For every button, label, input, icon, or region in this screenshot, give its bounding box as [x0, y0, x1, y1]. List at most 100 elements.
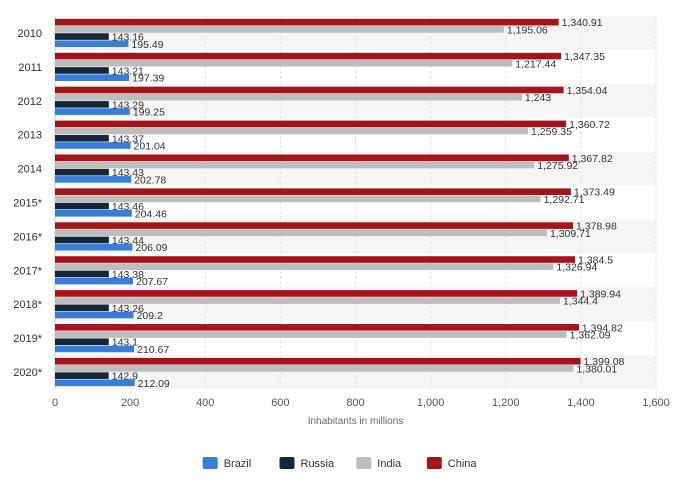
- bar-china[interactable]: [55, 154, 569, 162]
- bar-china[interactable]: [55, 86, 564, 94]
- data-label-india: 1,326.94: [556, 262, 597, 274]
- x-tick-label: 200: [121, 397, 139, 409]
- bar-brazil[interactable]: [55, 142, 131, 149]
- bar-russia[interactable]: [55, 236, 109, 244]
- legend-item-russia[interactable]: Russia: [279, 457, 336, 470]
- bar-brazil[interactable]: [55, 243, 133, 251]
- bar-india[interactable]: [55, 127, 529, 135]
- category-label: 2017*: [13, 265, 42, 277]
- data-label-china: 1,373.49: [574, 187, 615, 199]
- bar-india[interactable]: [55, 26, 504, 33]
- data-label-brazil: 212.09: [138, 378, 170, 390]
- data-label-brazil: 201.04: [134, 140, 166, 152]
- bar-russia[interactable]: [55, 33, 109, 40]
- bar-brazil[interactable]: [55, 311, 134, 319]
- bar-china[interactable]: [55, 120, 567, 128]
- bar-india[interactable]: [55, 195, 541, 203]
- bar-russia[interactable]: [55, 338, 109, 346]
- data-label-russia: 143.29: [112, 99, 144, 111]
- data-label-china: 1,399.08: [584, 356, 625, 368]
- data-label-india: 1,243: [525, 92, 551, 104]
- legend[interactable]: Brazil Russia India China: [202, 457, 478, 470]
- data-label-russia: 143.21: [112, 65, 144, 77]
- data-label-china: 1,360.72: [569, 119, 610, 131]
- bar-india[interactable]: [55, 161, 535, 169]
- data-label-china: 1,389.94: [580, 288, 621, 300]
- data-label-china: 1,378.98: [576, 221, 617, 233]
- category-label: 2020*: [13, 367, 42, 379]
- x-axis-title: Inhabitants in millions: [308, 416, 404, 427]
- bar-china[interactable]: [55, 18, 559, 26]
- x-tick-label: 400: [196, 397, 214, 409]
- bar-russia[interactable]: [55, 67, 109, 74]
- bar-brazil[interactable]: [55, 40, 129, 48]
- bar-china[interactable]: [55, 222, 573, 229]
- bar-brazil[interactable]: [55, 108, 130, 115]
- category-label: 2011: [18, 62, 42, 74]
- bar-china[interactable]: [55, 188, 571, 195]
- data-label-brazil: 210.67: [137, 344, 169, 356]
- legend-item-india[interactable]: India: [356, 457, 402, 470]
- data-label-india: 1,380.01: [576, 363, 617, 375]
- bar-brazil[interactable]: [55, 379, 135, 387]
- data-label-china: 1,384.5: [578, 255, 613, 267]
- legend-item-china[interactable]: China: [426, 457, 478, 470]
- bars: [55, 18, 581, 387]
- bar-russia[interactable]: [55, 134, 109, 142]
- data-label-brazil: 195.49: [131, 39, 163, 51]
- category-label: 2016*: [13, 231, 42, 243]
- legend-swatch: [202, 457, 218, 469]
- data-label-brazil: 202.78: [134, 174, 166, 186]
- bar-brazil[interactable]: [55, 176, 132, 183]
- bar-india[interactable]: [55, 93, 522, 101]
- bar-brazil[interactable]: [55, 277, 134, 285]
- x-tick-label: 1,200: [492, 397, 520, 409]
- bar-russia[interactable]: [55, 101, 109, 108]
- bar-russia[interactable]: [55, 372, 109, 379]
- data-label-russia: 143.37: [112, 133, 144, 145]
- data-label-india: 1,259.35: [531, 126, 572, 138]
- bar-china[interactable]: [55, 357, 581, 365]
- data-label-russia: 143.16: [112, 32, 144, 44]
- x-tick-label: 0: [52, 397, 58, 409]
- data-label-brazil: 207.67: [136, 276, 168, 288]
- data-label-russia: 143.43: [112, 167, 144, 179]
- bar-russia[interactable]: [55, 168, 109, 176]
- legend-item-brazil[interactable]: Brazil: [202, 457, 252, 470]
- x-tick-label: 800: [346, 397, 364, 409]
- data-label-russia: 143.1: [112, 337, 138, 349]
- data-label-russia: 142.9: [112, 371, 138, 383]
- bar-india[interactable]: [55, 365, 574, 372]
- x-axis-ticks: 0 200 400 600 800 1,000 1,200 1,400 1,600: [52, 397, 670, 409]
- category-label: 2018*: [13, 299, 42, 311]
- category-label: 2015*: [13, 198, 42, 210]
- bar-china[interactable]: [55, 52, 562, 60]
- x-tick-label: 1,000: [417, 397, 445, 409]
- bar-india[interactable]: [55, 229, 547, 237]
- bar-india[interactable]: [55, 297, 560, 304]
- legend-swatch: [426, 457, 442, 469]
- data-label-russia: 143.44: [112, 235, 144, 247]
- bar-russia[interactable]: [55, 202, 109, 210]
- bar-brazil[interactable]: [55, 74, 130, 81]
- legend-swatch: [356, 457, 372, 469]
- bar-china[interactable]: [55, 290, 578, 297]
- bar-china[interactable]: [55, 324, 579, 331]
- bar-brazil[interactable]: [55, 210, 132, 217]
- bar-brazil[interactable]: [55, 345, 135, 353]
- x-tick-label: 600: [271, 397, 289, 409]
- bar-russia[interactable]: [55, 304, 109, 312]
- bar-india[interactable]: [55, 59, 513, 67]
- data-label-russia: 143.46: [112, 201, 144, 213]
- data-label-india: 1,344.4: [563, 296, 598, 308]
- bar-china[interactable]: [55, 256, 576, 263]
- data-label-china: 1,367.82: [572, 153, 613, 165]
- legend-label: India: [377, 458, 402, 470]
- bar-india[interactable]: [55, 331, 567, 338]
- data-label-brazil: 209.2: [137, 310, 163, 322]
- bar-india[interactable]: [55, 263, 554, 271]
- bar-russia[interactable]: [55, 270, 109, 278]
- data-label-russia: 143.26: [112, 303, 144, 315]
